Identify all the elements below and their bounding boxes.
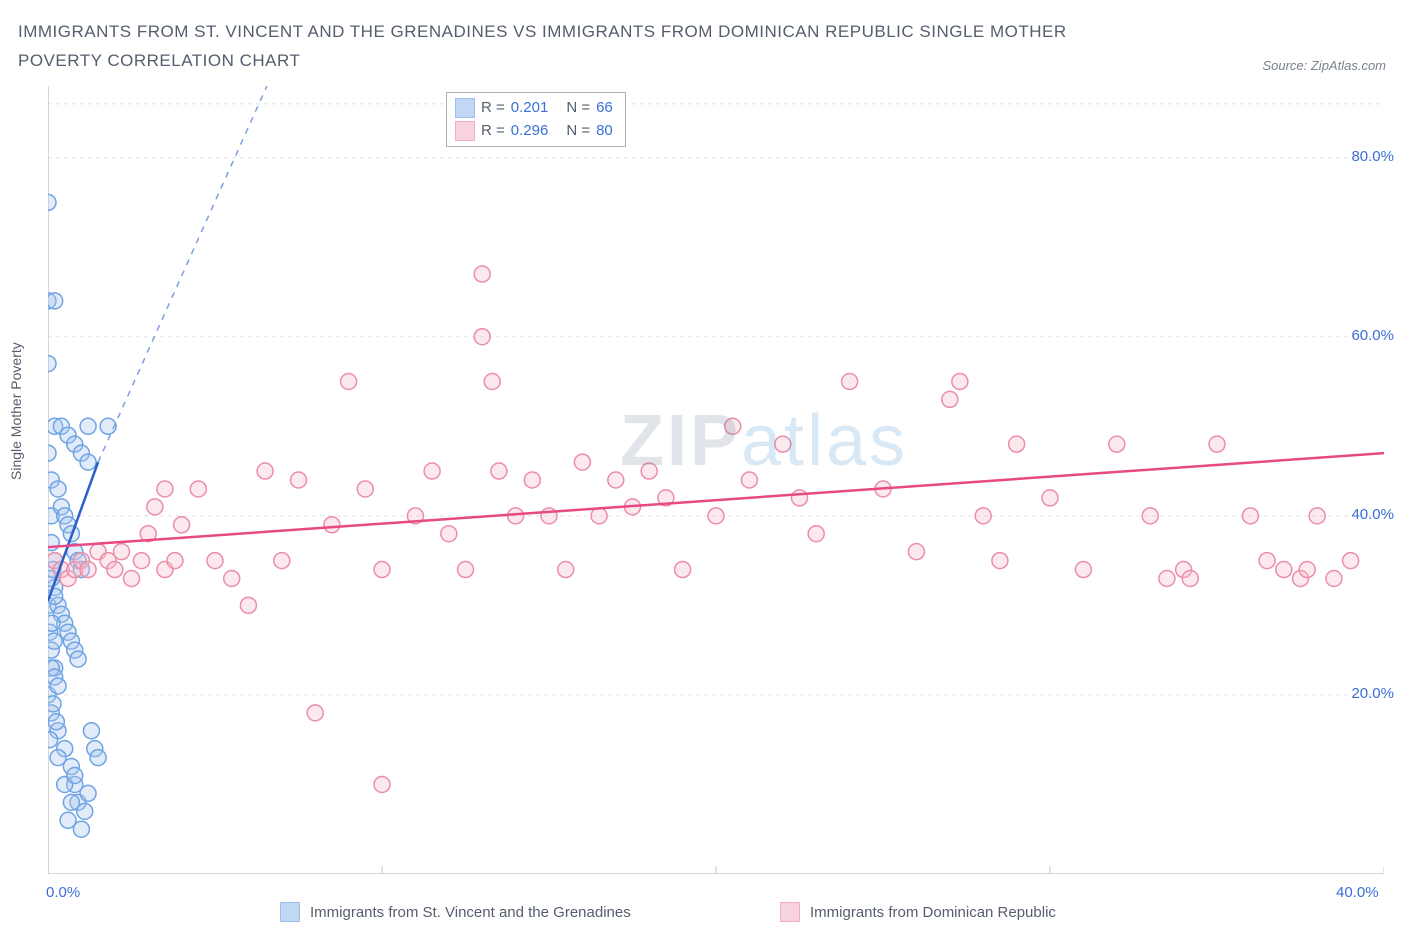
- x-tick-label: 40.0%: [1336, 884, 1379, 901]
- stats-legend-row: R = 0.296 N = 80: [455, 120, 613, 143]
- series-legend-label: Immigrants from Dominican Republic: [810, 904, 1056, 921]
- n-label: N =: [566, 97, 590, 120]
- scatter-plot: [48, 86, 1384, 874]
- y-tick-label: 40.0%: [1351, 506, 1394, 523]
- y-tick-label: 60.0%: [1351, 327, 1394, 344]
- series-legend-item: Immigrants from St. Vincent and the Gren…: [280, 902, 631, 922]
- legend-swatch: [455, 121, 475, 141]
- chart-container: IMMIGRANTS FROM ST. VINCENT AND THE GREN…: [0, 0, 1406, 930]
- n-label: N =: [566, 120, 590, 143]
- x-tick-label: 0.0%: [46, 884, 80, 901]
- chart-source: Source: ZipAtlas.com: [1262, 58, 1386, 73]
- stats-legend-row: R = 0.201 N = 66: [455, 97, 613, 120]
- stats-legend: R = 0.201 N = 66 R = 0.296 N = 80: [446, 92, 626, 147]
- chart-title: IMMIGRANTS FROM ST. VINCENT AND THE GREN…: [18, 18, 1118, 76]
- y-axis-label: Single Mother Poverty: [8, 342, 24, 480]
- r-value: 0.296: [511, 120, 549, 143]
- legend-swatch: [780, 902, 800, 922]
- y-tick-label: 20.0%: [1351, 685, 1394, 702]
- series-legend-item: Immigrants from Dominican Republic: [780, 902, 1056, 922]
- n-value: 80: [596, 120, 613, 143]
- legend-swatch: [455, 98, 475, 118]
- series-legend-label: Immigrants from St. Vincent and the Gren…: [310, 904, 631, 921]
- y-tick-label: 80.0%: [1351, 148, 1394, 165]
- r-label: R =: [481, 120, 505, 143]
- legend-swatch: [280, 902, 300, 922]
- n-value: 66: [596, 97, 613, 120]
- r-label: R =: [481, 97, 505, 120]
- r-value: 0.201: [511, 97, 549, 120]
